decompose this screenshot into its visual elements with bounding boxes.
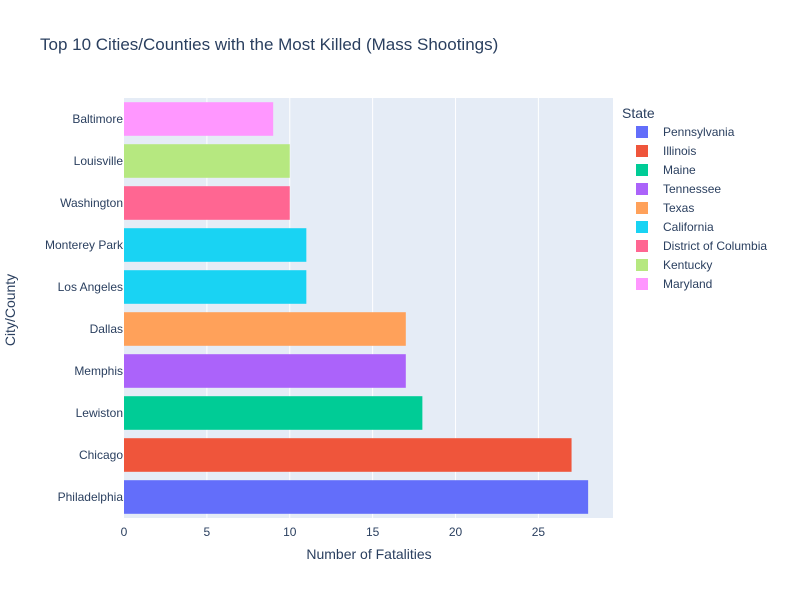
- x-tick-label: 20: [449, 525, 463, 539]
- legend-swatch: [636, 145, 648, 157]
- legend-item[interactable]: Illinois: [636, 144, 696, 158]
- legend-item[interactable]: Tennessee: [636, 182, 721, 196]
- bar-memphis: [124, 354, 406, 388]
- legend-swatch: [636, 259, 648, 271]
- bar-los-angeles: [124, 270, 307, 304]
- x-tick-label: 10: [283, 525, 297, 539]
- y-axis-title: City/County: [2, 274, 18, 346]
- y-tick-label: Louisville: [74, 154, 124, 168]
- x-axis-ticks: 0 5 10 15 20 25: [121, 525, 546, 539]
- legend-swatch: [636, 240, 648, 252]
- bars: [124, 102, 589, 514]
- y-tick-label: Chicago: [79, 448, 123, 462]
- legend-title: State: [622, 105, 655, 121]
- legend-swatch: [636, 164, 648, 176]
- legend-label: Kentucky: [663, 258, 712, 272]
- legend-item[interactable]: Maryland: [636, 277, 712, 291]
- bar-washington: [124, 186, 290, 220]
- x-tick-label: 5: [204, 525, 211, 539]
- legend-swatch: [636, 126, 648, 138]
- bar-lewiston: [124, 396, 423, 430]
- bar-dallas: [124, 312, 406, 346]
- legend-label: Maryland: [663, 277, 712, 291]
- legend-swatch: [636, 202, 648, 214]
- y-tick-label: Monterey Park: [45, 238, 124, 252]
- legend-label: California: [663, 220, 714, 234]
- bar-philadelphia: [124, 480, 589, 514]
- legend-item[interactable]: Pennsylvania: [636, 125, 735, 139]
- legend-label: Illinois: [663, 144, 696, 158]
- legend-swatch: [636, 221, 648, 233]
- x-tick-label: 25: [532, 525, 546, 539]
- chart-title: Top 10 Cities/Counties with the Most Kil…: [40, 35, 498, 54]
- bar-chicago: [124, 438, 572, 472]
- legend-item[interactable]: Maine: [636, 163, 696, 177]
- x-tick-label: 0: [121, 525, 128, 539]
- x-tick-label: 15: [366, 525, 380, 539]
- y-tick-label: Washington: [60, 196, 123, 210]
- legend-item[interactable]: District of Columbia: [636, 239, 767, 253]
- y-tick-label: Philadelphia: [58, 490, 124, 504]
- y-tick-label: Los Angeles: [58, 280, 123, 294]
- legend-item[interactable]: Kentucky: [636, 258, 712, 272]
- x-axis-title: Number of Fatalities: [306, 546, 431, 562]
- legend-items: Pennsylvania Illinois Maine Tennessee Texas C…: [636, 125, 767, 291]
- legend-label: Pennsylvania: [663, 125, 735, 139]
- legend-item[interactable]: California: [636, 220, 714, 234]
- bar-louisville: [124, 144, 290, 178]
- y-tick-label: Baltimore: [72, 112, 123, 126]
- legend: State Pennsylvania Illinois Maine Tennessee…: [622, 105, 767, 291]
- legend-label: Maine: [663, 163, 696, 177]
- y-tick-label: Dallas: [90, 322, 123, 336]
- legend-swatch: [636, 278, 648, 290]
- legend-label: Tennessee: [663, 182, 721, 196]
- legend-item[interactable]: Texas: [636, 201, 694, 215]
- legend-label: District of Columbia: [663, 239, 767, 253]
- y-axis-ticks: Philadelphia Chicago Lewiston Memphis Dallas…: [45, 112, 124, 504]
- legend-label: Texas: [663, 201, 694, 215]
- y-tick-label: Lewiston: [76, 406, 123, 420]
- legend-swatch: [636, 183, 648, 195]
- bar-monterey-park: [124, 228, 307, 262]
- bar-baltimore: [124, 102, 274, 136]
- y-tick-label: Memphis: [74, 364, 123, 378]
